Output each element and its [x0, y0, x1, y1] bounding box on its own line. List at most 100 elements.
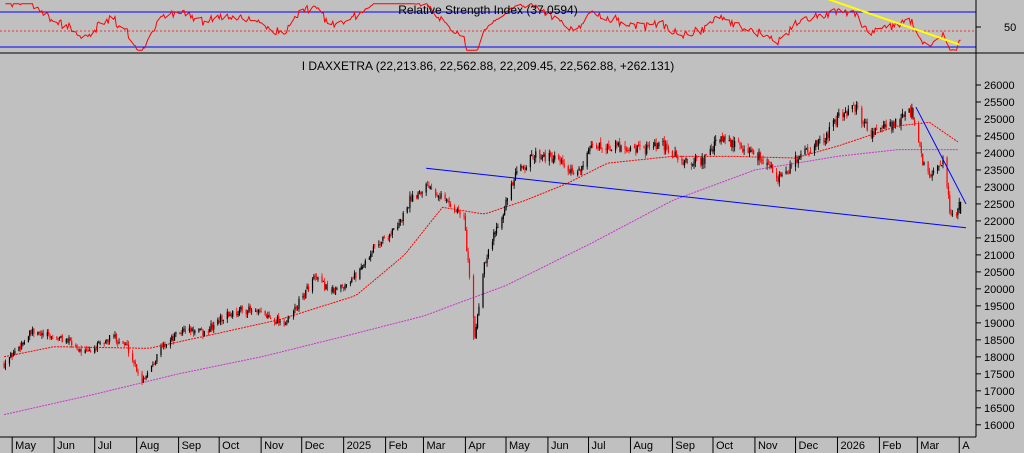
candle-body [468, 260, 471, 277]
candle-body [781, 174, 783, 177]
candle [724, 134, 726, 145]
candle-body [219, 315, 222, 323]
candle-body [202, 329, 204, 336]
candle-body [862, 122, 864, 124]
candle [361, 264, 364, 270]
candle-body [539, 150, 541, 158]
candle-body [437, 195, 439, 198]
candle-body [521, 165, 523, 168]
candle [932, 167, 935, 176]
candle [485, 260, 487, 264]
candle-body [819, 138, 821, 140]
candle-body [855, 104, 858, 113]
candle-body [428, 185, 430, 188]
candle-body [743, 149, 745, 151]
candle [643, 145, 645, 149]
candle [459, 210, 461, 219]
candle-body [742, 148, 744, 152]
candle [217, 317, 219, 326]
candle [125, 341, 127, 346]
candle [349, 280, 352, 287]
candle-body [724, 135, 726, 140]
candle-body [11, 353, 13, 357]
candle [955, 212, 958, 218]
candle [314, 273, 316, 282]
candle-body [248, 306, 250, 312]
candle [370, 250, 372, 262]
candle-body [154, 360, 157, 365]
candle-body [104, 341, 107, 344]
candle-body [232, 311, 234, 317]
candle-body [789, 164, 791, 173]
candle-body [885, 124, 887, 128]
candle-body [923, 162, 925, 165]
candle [617, 141, 619, 148]
candle-body [10, 352, 12, 358]
candle [590, 140, 592, 149]
candle [56, 336, 58, 341]
candle [440, 191, 442, 200]
candle-body [113, 335, 115, 338]
candle-body [550, 152, 552, 155]
candle [200, 327, 203, 331]
candle [600, 137, 602, 150]
candle [455, 210, 457, 212]
candle-body [198, 329, 200, 332]
candle-body [84, 350, 86, 353]
candle [770, 161, 772, 169]
candle-body [675, 151, 678, 158]
candle [805, 147, 807, 150]
candle [889, 118, 891, 128]
candle [598, 142, 600, 151]
candle [842, 109, 844, 122]
candle [18, 346, 20, 352]
candle [667, 144, 669, 154]
candle [950, 209, 952, 217]
candle [294, 303, 296, 314]
candle-body [513, 179, 515, 186]
candle [131, 349, 134, 363]
candle [885, 119, 887, 131]
candle [788, 169, 790, 175]
candle-body [23, 341, 25, 345]
x-tick-label: May [15, 440, 36, 452]
candle-body [41, 332, 43, 336]
candle [823, 133, 825, 146]
candle-body [343, 286, 345, 289]
candle [620, 144, 622, 153]
candle-body [80, 348, 82, 353]
candle [683, 159, 686, 169]
candle-body [156, 354, 158, 362]
candle [769, 161, 771, 170]
candle [662, 138, 664, 146]
candle [380, 241, 383, 247]
candle-body [766, 162, 768, 166]
candle-body [305, 289, 307, 298]
candle-body [922, 153, 924, 166]
candle-body [835, 119, 837, 126]
candle-body [275, 322, 277, 324]
candle [68, 335, 70, 345]
candle [449, 201, 452, 208]
candle-body [834, 120, 836, 122]
candle-body [19, 345, 21, 350]
candle [203, 330, 205, 337]
candle-body [863, 121, 866, 124]
candle-body [563, 163, 565, 168]
candle-body [686, 158, 688, 163]
candle [136, 364, 138, 373]
candle-body [738, 140, 740, 142]
candle [11, 352, 13, 360]
candle [581, 165, 583, 176]
candle [4, 359, 7, 371]
candle [731, 139, 733, 152]
candle-body [184, 329, 186, 333]
candle-body [380, 241, 383, 246]
candle [67, 338, 69, 344]
candle-body [353, 272, 356, 278]
candle [947, 182, 950, 200]
candle-body [240, 307, 242, 310]
candle-body [882, 125, 885, 128]
candle-body [123, 343, 126, 345]
candle [786, 170, 789, 175]
